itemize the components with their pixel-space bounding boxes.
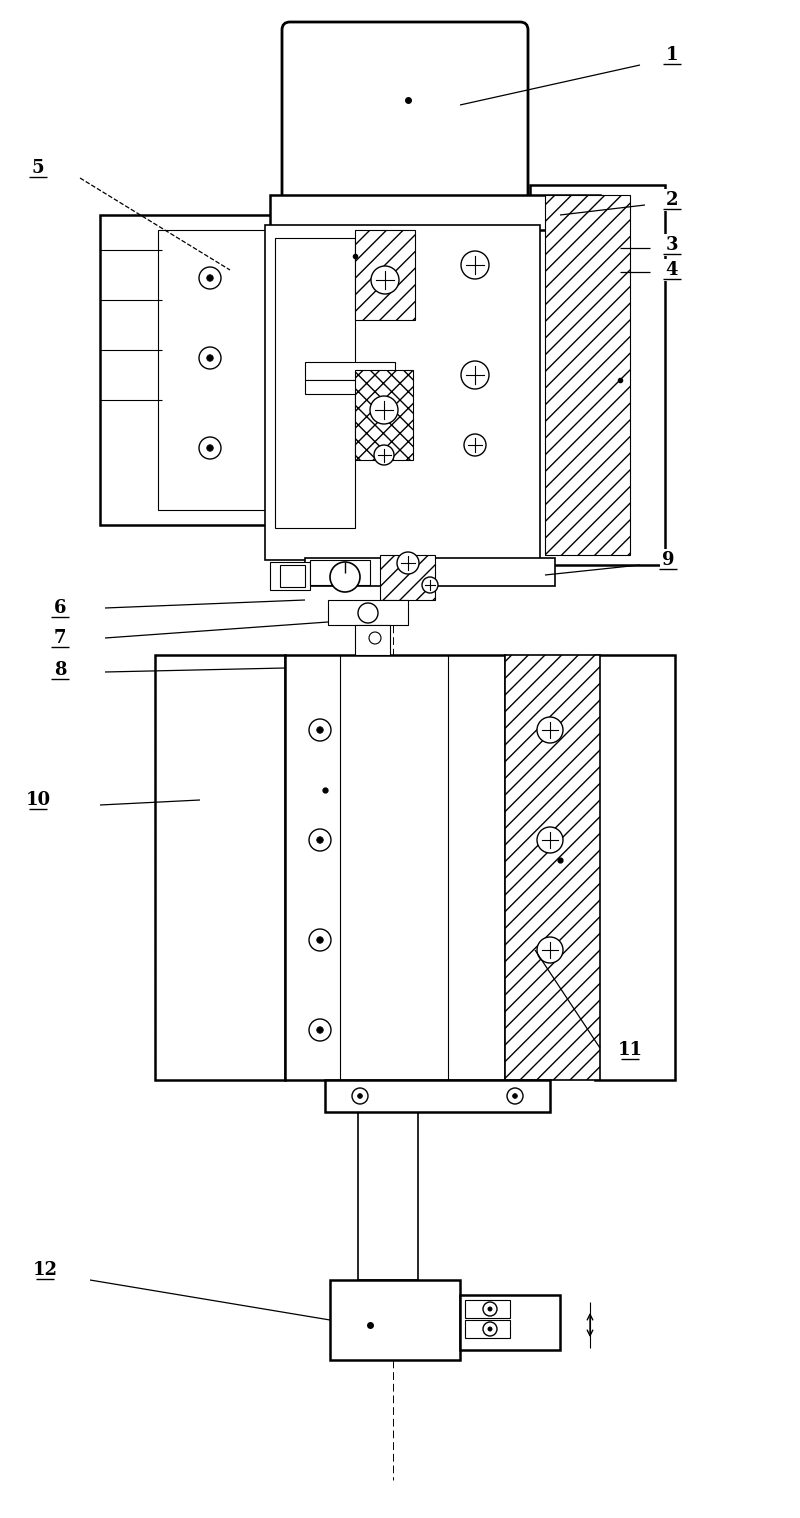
Circle shape	[358, 1093, 362, 1099]
Circle shape	[358, 603, 378, 622]
Circle shape	[352, 1088, 368, 1104]
Circle shape	[317, 836, 323, 844]
Bar	[358, 1113, 418, 1280]
Bar	[325, 1079, 550, 1113]
Circle shape	[206, 355, 214, 361]
Circle shape	[513, 1093, 518, 1099]
Circle shape	[199, 437, 221, 458]
Bar	[505, 654, 600, 1079]
Text: 9: 9	[662, 551, 674, 569]
Bar	[465, 1299, 510, 1318]
Circle shape	[507, 1088, 523, 1104]
Text: 10: 10	[26, 791, 50, 809]
Circle shape	[374, 445, 394, 465]
Bar	[380, 556, 435, 600]
Text: 7: 7	[54, 628, 66, 647]
Bar	[530, 185, 665, 565]
Bar	[460, 1295, 560, 1350]
Circle shape	[309, 829, 331, 852]
Bar	[305, 361, 395, 380]
Bar	[265, 225, 540, 560]
Bar	[275, 238, 355, 528]
Circle shape	[537, 716, 563, 742]
Circle shape	[461, 361, 489, 389]
Text: 2: 2	[666, 191, 678, 209]
Circle shape	[537, 827, 563, 853]
Circle shape	[309, 929, 331, 950]
Circle shape	[206, 445, 214, 451]
Bar	[270, 562, 310, 591]
Circle shape	[330, 562, 360, 592]
Text: 4: 4	[666, 261, 678, 279]
Circle shape	[199, 348, 221, 369]
Bar	[155, 654, 285, 1079]
Bar	[545, 194, 630, 556]
Circle shape	[199, 267, 221, 288]
Circle shape	[317, 1026, 323, 1034]
Circle shape	[369, 631, 381, 644]
Bar	[310, 560, 370, 584]
Circle shape	[371, 266, 399, 294]
Text: 8: 8	[54, 660, 66, 679]
Circle shape	[483, 1302, 497, 1316]
Bar	[270, 194, 600, 231]
Text: 12: 12	[33, 1261, 58, 1280]
Circle shape	[317, 727, 323, 733]
Bar	[328, 600, 408, 625]
Bar	[355, 625, 390, 654]
Bar	[100, 216, 275, 525]
Circle shape	[464, 434, 486, 455]
Circle shape	[370, 396, 398, 424]
Bar	[285, 654, 505, 1079]
Text: 3: 3	[666, 235, 678, 254]
Text: 1: 1	[666, 46, 678, 64]
Circle shape	[309, 1019, 331, 1041]
Bar	[305, 559, 555, 586]
Text: 11: 11	[618, 1041, 642, 1060]
Bar	[330, 1280, 460, 1360]
Bar	[465, 1321, 510, 1337]
Text: 6: 6	[54, 600, 66, 616]
Bar	[305, 380, 395, 395]
Circle shape	[488, 1327, 492, 1331]
Circle shape	[488, 1307, 492, 1312]
Circle shape	[461, 250, 489, 279]
Bar	[158, 231, 273, 510]
Text: 5: 5	[32, 159, 44, 178]
Bar	[595, 654, 675, 1079]
Circle shape	[422, 577, 438, 594]
Circle shape	[309, 720, 331, 741]
Bar	[280, 565, 305, 587]
Circle shape	[317, 937, 323, 943]
Circle shape	[483, 1322, 497, 1336]
Bar	[355, 370, 413, 460]
Circle shape	[397, 553, 419, 574]
Circle shape	[537, 937, 563, 962]
Circle shape	[206, 275, 214, 281]
Bar	[355, 231, 415, 320]
FancyBboxPatch shape	[282, 21, 528, 203]
